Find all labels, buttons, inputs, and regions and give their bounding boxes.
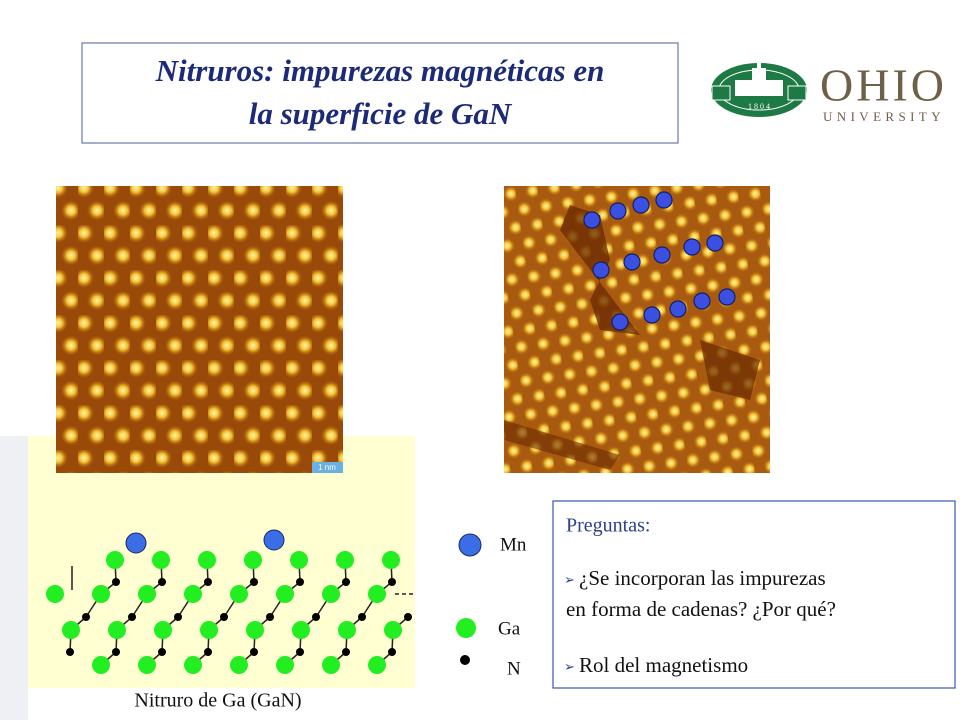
mn-marker	[655, 191, 673, 209]
legend-mn-symbol	[458, 533, 482, 557]
n-atom	[66, 648, 74, 656]
ga-atom	[230, 585, 248, 603]
ga-atom	[322, 656, 340, 674]
ga-atom	[200, 621, 218, 639]
mn-marker	[669, 300, 687, 318]
n-atom	[82, 613, 90, 621]
legend-label: N	[507, 658, 521, 679]
ga-atom	[108, 621, 126, 639]
mn-marker	[583, 211, 601, 229]
ga-atom	[138, 585, 156, 603]
scale-bar-label: 1 nm	[318, 463, 336, 472]
logo-subtitle: UNIVERSITY	[823, 109, 945, 124]
ga-atom	[368, 656, 386, 674]
ga-atom	[154, 621, 172, 639]
legend-ga-symbol	[456, 618, 476, 638]
n-atom	[296, 648, 304, 656]
n-atom	[128, 613, 136, 621]
university-logo: 1 8 0 4	[711, 58, 807, 117]
ga-atom	[276, 656, 294, 674]
mn-marker	[609, 202, 627, 220]
mn-marker	[623, 253, 641, 271]
question-text: en forma de cadenas? ¿Por qué?	[566, 597, 836, 621]
legend-n-symbol	[460, 655, 470, 665]
legend-label: Mn	[500, 534, 527, 555]
logo-year: 1 8 0 4	[748, 102, 770, 111]
title-line: la superficie de GaN	[249, 96, 513, 131]
n-atom	[388, 578, 396, 586]
mn-marker	[683, 238, 701, 256]
ga-atom	[244, 551, 262, 569]
side-panel	[0, 436, 28, 720]
ga-atom	[62, 621, 80, 639]
mn-marker	[706, 234, 724, 252]
title-line: Nitruros: impurezas magnéticas en	[155, 53, 605, 88]
n-atom	[358, 613, 366, 621]
mn-marker	[632, 196, 650, 214]
ga-atom	[184, 585, 202, 603]
bullet: ➢	[564, 659, 575, 674]
diagram-panel	[28, 436, 415, 688]
title-box	[81, 42, 679, 144]
n-atom	[112, 648, 120, 656]
n-atom	[250, 648, 258, 656]
n-atom	[204, 578, 212, 586]
gan-lattice	[46, 529, 412, 674]
mn-marker	[643, 306, 661, 324]
ga-atom	[276, 585, 294, 603]
n-atom	[342, 578, 350, 586]
n-atom	[250, 578, 258, 586]
ga-atom	[382, 551, 400, 569]
mn-marker	[693, 292, 711, 310]
ga-atom	[292, 621, 310, 639]
mn-marker	[653, 246, 671, 264]
mn-marker	[611, 313, 629, 331]
logo-name: OHIO	[820, 60, 947, 111]
stm-image-right	[504, 186, 770, 473]
n-atom	[388, 648, 396, 656]
mn-atom	[263, 529, 285, 551]
ga-atom	[338, 621, 356, 639]
n-atom	[266, 613, 274, 621]
ga-atom	[138, 656, 156, 674]
legend-label: Ga	[498, 618, 521, 639]
stm-image-left: 1 nm	[56, 186, 343, 473]
questions-heading: Preguntas:	[566, 515, 650, 537]
n-atom	[158, 578, 166, 586]
ga-atom	[184, 656, 202, 674]
n-atom	[112, 578, 120, 586]
ga-atom	[92, 656, 110, 674]
mn-marker	[592, 261, 610, 279]
mn-chain-markers	[583, 191, 736, 331]
ga-atom	[106, 551, 124, 569]
n-atom	[204, 648, 212, 656]
ga-atom	[230, 656, 248, 674]
diagram-caption: Nitruro de Ga (GaN)	[134, 690, 301, 712]
ga-atom	[46, 585, 64, 603]
mn-marker	[718, 288, 736, 306]
ga-atom	[92, 585, 110, 603]
ga-atom	[152, 551, 170, 569]
ga-atom	[368, 585, 386, 603]
ga-atom	[246, 621, 264, 639]
n-atom	[342, 648, 350, 656]
ga-atom	[290, 551, 308, 569]
ga-atom	[198, 551, 216, 569]
n-atom	[174, 613, 182, 621]
question-text: Rol del magnetismo	[579, 653, 748, 677]
n-atom	[220, 613, 228, 621]
question-text: ¿Se incorporan las impurezas	[579, 566, 826, 590]
mn-atom	[125, 532, 147, 554]
n-atom	[158, 648, 166, 656]
bullet: ➢	[564, 572, 575, 587]
ga-atom	[322, 585, 340, 603]
n-atom	[296, 578, 304, 586]
questions-box	[552, 500, 956, 689]
n-atom	[404, 613, 412, 621]
ga-atom	[384, 621, 402, 639]
n-atom	[312, 613, 320, 621]
ga-atom	[336, 551, 354, 569]
